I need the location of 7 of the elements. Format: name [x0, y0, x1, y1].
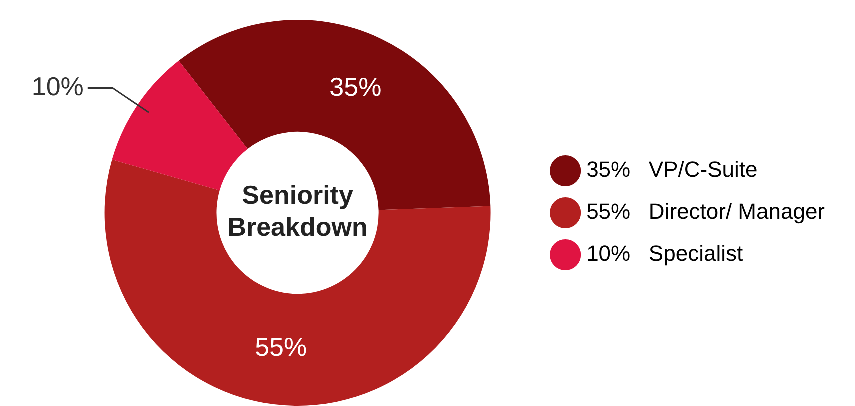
- data-label: 35%: [330, 72, 382, 102]
- legend-label: 35% VP/C-Suite: [586, 157, 758, 182]
- text: Seniority Breakdown: [228, 180, 368, 242]
- legend-label: 10% Specialist: [586, 241, 744, 266]
- data-label: 10%: [32, 71, 84, 102]
- data-label: 55%: [255, 332, 308, 362]
- legend-label: 55% Director/ Manager: [586, 199, 826, 224]
